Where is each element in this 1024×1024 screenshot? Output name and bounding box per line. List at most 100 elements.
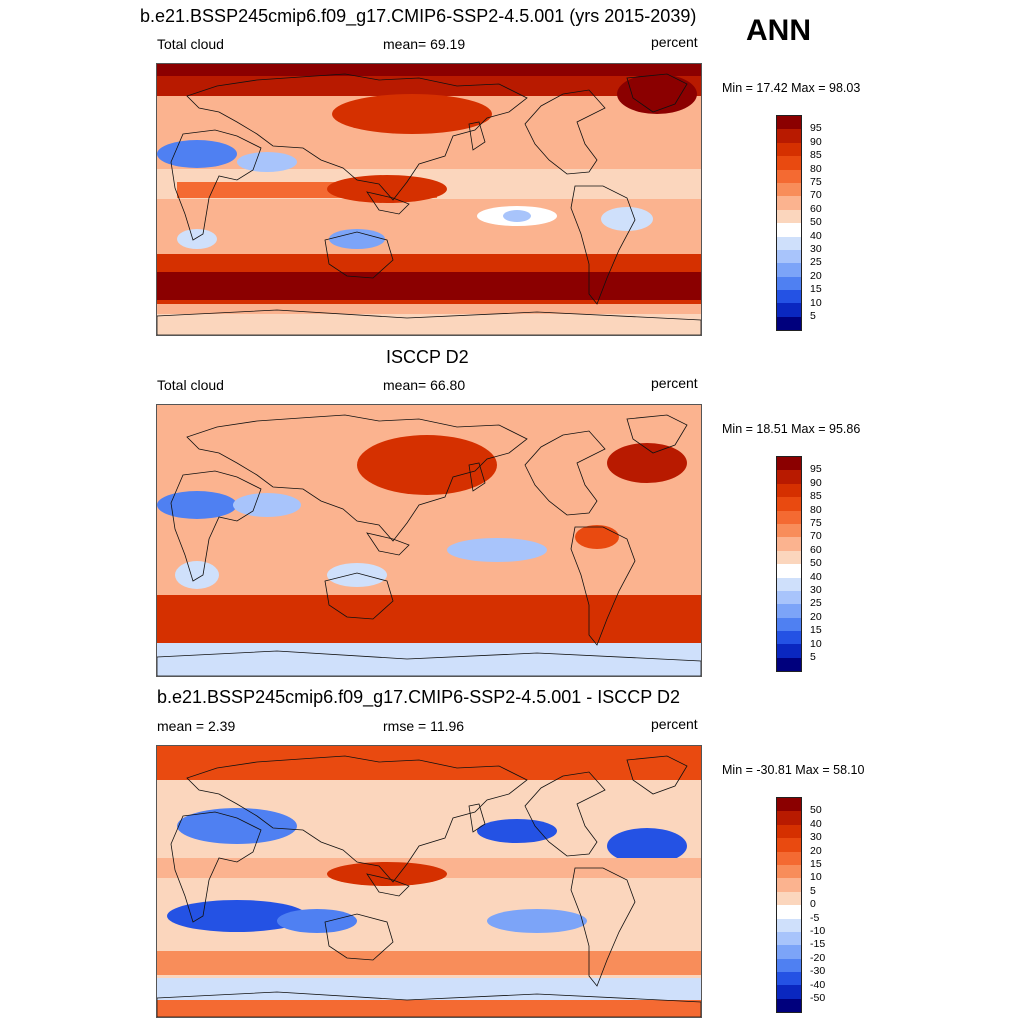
map-field-region bbox=[607, 828, 687, 864]
coastline bbox=[324, 913, 394, 961]
colorbar-swatch bbox=[777, 142, 801, 157]
colorbar-tick-label: 40 bbox=[810, 570, 822, 583]
map-field-region bbox=[177, 808, 297, 844]
map-field-region bbox=[503, 210, 531, 222]
coastline bbox=[570, 185, 636, 305]
colorbar-swatch bbox=[777, 617, 801, 632]
map-field-region bbox=[601, 207, 653, 231]
coastline bbox=[366, 873, 410, 897]
colorbar-tick-label: 90 bbox=[810, 135, 822, 148]
panel-obs-map bbox=[156, 404, 702, 677]
panel-model-units: percent bbox=[651, 34, 698, 50]
map-field-region bbox=[327, 175, 447, 203]
map-field-region bbox=[327, 862, 447, 886]
colorbar-swatch bbox=[777, 905, 801, 919]
colorbar-tick-label: 5 bbox=[810, 651, 816, 663]
colorbar-tick-label: 50 bbox=[810, 216, 822, 229]
colorbar-swatch bbox=[777, 878, 801, 892]
coastline bbox=[157, 650, 701, 676]
map-field-region bbox=[332, 94, 492, 134]
colorbar-tick-label: -20 bbox=[810, 951, 826, 964]
colorbar-swatch bbox=[777, 483, 801, 498]
coastline bbox=[626, 755, 688, 795]
colorbar-swatch bbox=[777, 316, 801, 331]
map-field-region bbox=[157, 64, 701, 76]
colorbar-tick-label: -10 bbox=[810, 925, 826, 937]
colorbar-swatch bbox=[777, 998, 801, 1013]
coastline bbox=[626, 414, 688, 454]
panel-diff-rmse: rmse = 11.96 bbox=[383, 718, 465, 734]
map-field-region bbox=[157, 595, 701, 643]
colorbar-tick-label: -15 bbox=[810, 938, 826, 951]
panel-model-mean: mean= 69.19 bbox=[383, 36, 466, 52]
colorbar-tick-label: -50 bbox=[810, 992, 826, 1004]
colorbar-tick-label: 20 bbox=[810, 844, 822, 857]
colorbar-swatch bbox=[777, 457, 801, 471]
colorbar-swatch bbox=[777, 891, 801, 906]
colorbar-swatch bbox=[777, 116, 801, 130]
colorbar-swatch bbox=[777, 129, 801, 143]
colorbar-swatch bbox=[777, 918, 801, 932]
coastline bbox=[170, 129, 262, 241]
colorbar-swatch bbox=[777, 523, 801, 538]
map-field-region bbox=[237, 152, 297, 172]
colorbar-swatch bbox=[777, 537, 801, 551]
colorbar-tick-label: 60 bbox=[810, 202, 822, 215]
colorbar-tick-label: 90 bbox=[810, 476, 822, 489]
coastline bbox=[157, 991, 701, 1017]
map-field-region bbox=[607, 443, 687, 483]
panel-obs-title: ISCCP D2 bbox=[386, 347, 469, 367]
map-field-region bbox=[357, 435, 497, 495]
coastline bbox=[170, 470, 262, 582]
colorbar-tick-label: 85 bbox=[810, 149, 822, 162]
panel-model-colorbar bbox=[776, 115, 802, 332]
colorbar-tick-label: 95 bbox=[810, 463, 822, 476]
coastline bbox=[366, 532, 410, 556]
colorbar-swatch bbox=[777, 657, 801, 672]
map-field-region bbox=[329, 229, 385, 249]
map-field-region bbox=[477, 819, 557, 843]
map-field-region bbox=[233, 493, 301, 517]
map-field-region bbox=[157, 1000, 701, 1017]
colorbar-tick-label: 30 bbox=[810, 831, 822, 844]
colorbar-swatch bbox=[777, 156, 801, 170]
colorbar-tick-label: 10 bbox=[810, 637, 822, 650]
map-field-region bbox=[487, 909, 587, 933]
coastline bbox=[524, 771, 606, 857]
colorbar-tick-label: 25 bbox=[810, 597, 822, 610]
coastline bbox=[570, 526, 636, 646]
colorbar-tick-label: -30 bbox=[810, 965, 826, 978]
coastline bbox=[524, 89, 606, 175]
colorbar-tick-label: -5 bbox=[810, 911, 820, 924]
colorbar-swatch bbox=[777, 958, 801, 973]
panel-obs-variable: Total cloud bbox=[157, 377, 224, 393]
colorbar-swatch bbox=[777, 209, 801, 224]
colorbar-swatch bbox=[777, 851, 801, 865]
colorbar-tick-label: 15 bbox=[810, 283, 822, 296]
colorbar-swatch bbox=[777, 824, 801, 839]
colorbar-swatch bbox=[777, 182, 801, 197]
colorbar-swatch bbox=[777, 604, 801, 618]
colorbar-tick-label: 50 bbox=[810, 804, 822, 817]
coastline bbox=[157, 309, 701, 335]
colorbar-tick-label: 25 bbox=[810, 256, 822, 269]
panel-diff-map bbox=[156, 745, 702, 1018]
colorbar-swatch bbox=[777, 864, 801, 879]
coastline bbox=[186, 73, 528, 201]
map-field-region bbox=[575, 525, 619, 549]
map-field-region bbox=[177, 229, 217, 249]
panel-obs-units: percent bbox=[651, 375, 698, 391]
panel-diff-mean: mean = 2.39 bbox=[157, 718, 236, 734]
coastline bbox=[170, 811, 262, 923]
colorbar-tick-label: 85 bbox=[810, 490, 822, 503]
colorbar-swatch bbox=[777, 644, 801, 658]
coastline bbox=[468, 121, 486, 151]
colorbar-tick-label: 50 bbox=[810, 557, 822, 570]
colorbar-tick-label: 80 bbox=[810, 503, 822, 516]
colorbar-tick-label: 75 bbox=[810, 176, 822, 188]
colorbar-swatch bbox=[777, 798, 801, 812]
coastline bbox=[324, 231, 394, 279]
coastline bbox=[626, 73, 688, 113]
map-field-region bbox=[157, 140, 237, 168]
colorbar-tick-label: 95 bbox=[810, 122, 822, 135]
